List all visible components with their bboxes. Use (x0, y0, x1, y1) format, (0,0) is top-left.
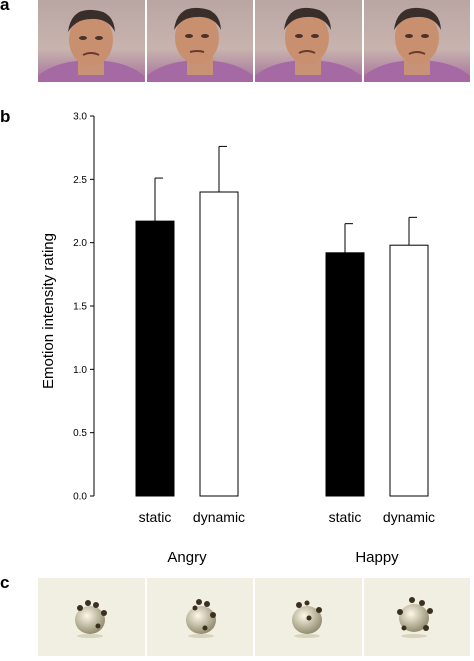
bar-dynamic-happy (389, 244, 429, 497)
group-label-happy: Happy (355, 549, 399, 566)
bar-chart: 0.0 0.5 1.0 1.5 2.0 2.5 3.0 Emotion intensity r… (40, 112, 435, 567)
abstract-shape-frame-2 (146, 578, 253, 656)
panel-label-c: c (0, 573, 10, 592)
bar-static-happy (325, 252, 365, 497)
y-tick-label: 1.0 (73, 365, 87, 376)
y-axis-label: Emotion intensity rating (40, 233, 57, 389)
bar-static-angry (135, 220, 175, 497)
face-frame-1 (38, 0, 145, 82)
abstract-shape-frame-4 (363, 578, 470, 656)
y-tick-label: 0.0 (73, 492, 87, 503)
group-label-angry: Angry (167, 549, 207, 566)
abstract-shape-strip (38, 578, 470, 656)
face-frame-4 (363, 0, 470, 82)
panel-label-b: b (0, 107, 11, 126)
y-tick-label: 0.5 (73, 428, 87, 439)
face-frame-3 (255, 0, 362, 82)
x-tick-label-static: static (329, 509, 362, 525)
x-tick-label-static: static (139, 509, 172, 525)
y-tick-label: 2.0 (73, 238, 87, 249)
y-tick-label: 3.0 (73, 112, 87, 123)
face-frame-2 (146, 0, 253, 82)
y-tick-label: 2.5 (73, 175, 87, 186)
panel-label-a: a (0, 0, 10, 14)
abstract-shape-frame-1 (38, 578, 145, 656)
y-tick-label: 1.5 (73, 302, 87, 313)
bar-dynamic-angry (199, 191, 239, 497)
abstract-shape-frame-3 (255, 578, 362, 656)
x-tick-label-dynamic: dynamic (193, 509, 245, 525)
face-photo-strip (38, 0, 470, 82)
x-tick-label-dynamic: dynamic (383, 509, 435, 525)
